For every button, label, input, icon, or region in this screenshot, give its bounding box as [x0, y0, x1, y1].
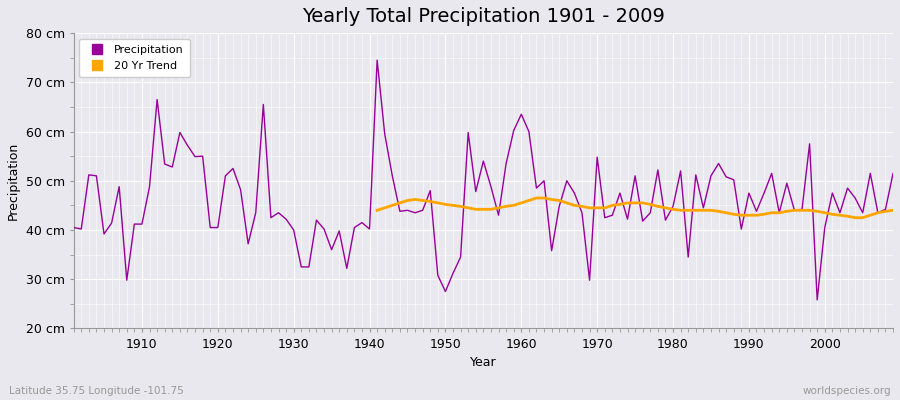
Text: worldspecies.org: worldspecies.org	[803, 386, 891, 396]
X-axis label: Year: Year	[470, 356, 497, 369]
Title: Yearly Total Precipitation 1901 - 2009: Yearly Total Precipitation 1901 - 2009	[302, 7, 665, 26]
Y-axis label: Precipitation: Precipitation	[7, 142, 20, 220]
Legend: Precipitation, 20 Yr Trend: Precipitation, 20 Yr Trend	[79, 39, 190, 78]
Text: Latitude 35.75 Longitude -101.75: Latitude 35.75 Longitude -101.75	[9, 386, 184, 396]
